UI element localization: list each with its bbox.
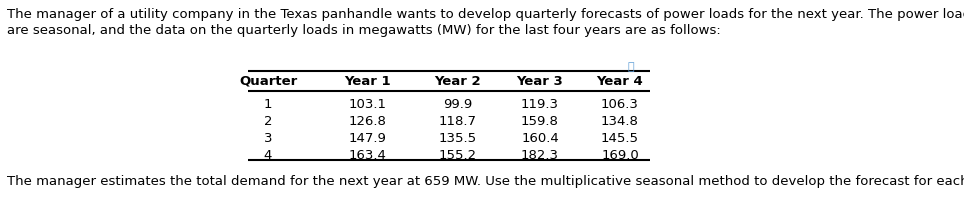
Text: 1: 1 — [264, 98, 272, 111]
Text: 155.2: 155.2 — [439, 149, 477, 162]
Text: Year 2: Year 2 — [435, 75, 481, 88]
Text: 103.1: 103.1 — [349, 98, 387, 111]
Text: are seasonal, and the data on the quarterly loads in megawatts (MW) for the last: are seasonal, and the data on the quarte… — [7, 24, 721, 37]
Text: 106.3: 106.3 — [602, 98, 639, 111]
Text: The manager of a utility company in the Texas panhandle wants to develop quarter: The manager of a utility company in the … — [7, 8, 964, 21]
Text: ⧉: ⧉ — [628, 62, 634, 72]
Text: 145.5: 145.5 — [601, 132, 639, 145]
Text: Year 3: Year 3 — [517, 75, 563, 88]
Text: Quarter: Quarter — [239, 75, 297, 88]
Text: The manager estimates the total demand for the next year at 659 MW. Use the mult: The manager estimates the total demand f… — [7, 175, 964, 188]
Text: 134.8: 134.8 — [602, 115, 639, 128]
Text: 182.3: 182.3 — [521, 149, 559, 162]
Text: 159.8: 159.8 — [522, 115, 559, 128]
Text: 160.4: 160.4 — [522, 132, 559, 145]
Text: 99.9: 99.9 — [443, 98, 472, 111]
Text: 119.3: 119.3 — [521, 98, 559, 111]
Text: Year 1: Year 1 — [345, 75, 391, 88]
Text: 126.8: 126.8 — [349, 115, 387, 128]
Text: 4: 4 — [264, 149, 272, 162]
Text: 163.4: 163.4 — [349, 149, 387, 162]
Text: 3: 3 — [264, 132, 272, 145]
Text: 147.9: 147.9 — [349, 132, 387, 145]
Text: 135.5: 135.5 — [439, 132, 477, 145]
Text: 2: 2 — [264, 115, 272, 128]
Text: Year 4: Year 4 — [597, 75, 643, 88]
Text: 118.7: 118.7 — [439, 115, 477, 128]
Text: 169.0: 169.0 — [602, 149, 639, 162]
